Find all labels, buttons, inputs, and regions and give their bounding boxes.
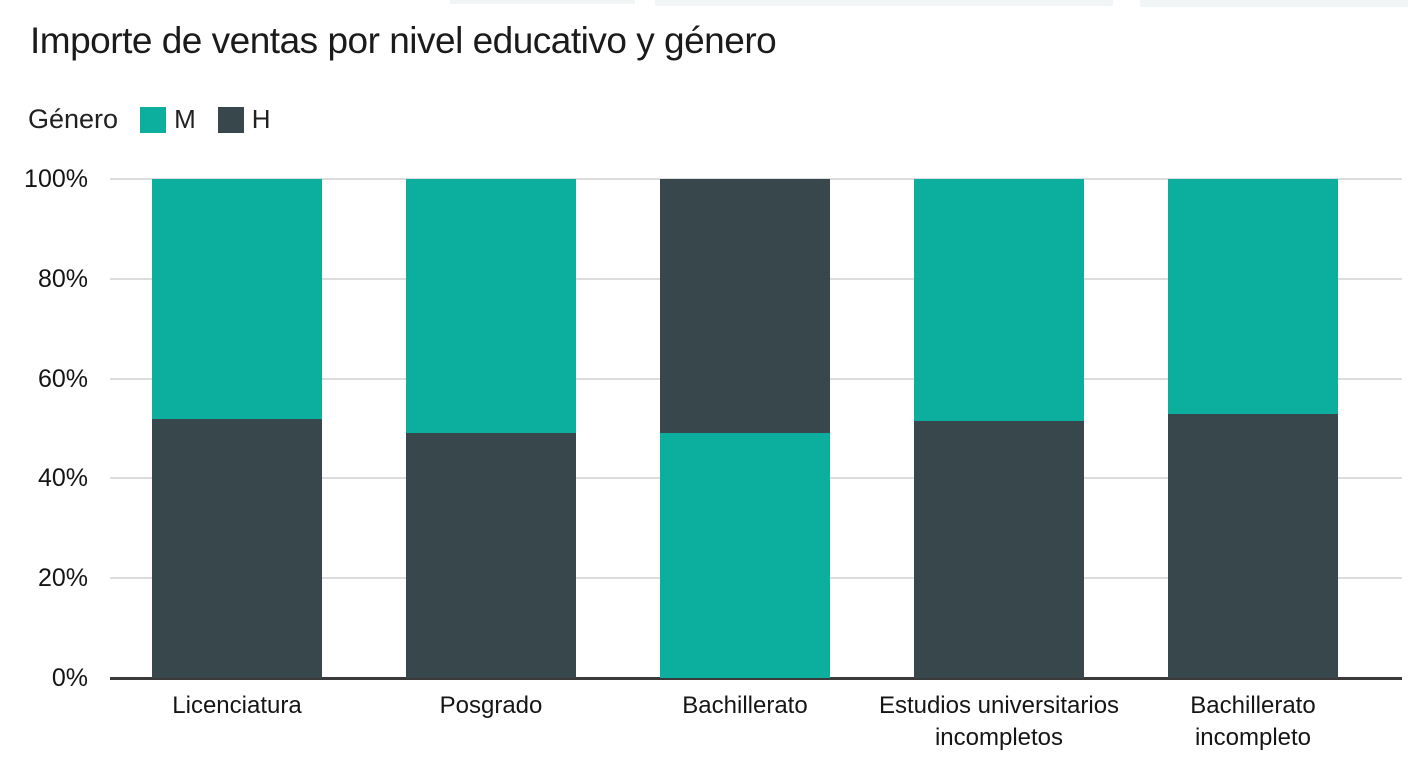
legend-swatch-h bbox=[217, 106, 244, 133]
x-axis-label: Bachillerato incompleto bbox=[1190, 692, 1316, 751]
top-edge-artifact bbox=[450, 0, 635, 4]
x-axis-label: Bachillerato bbox=[682, 692, 808, 719]
chart-title: Importe de ventas por nivel educativo y … bbox=[30, 20, 777, 61]
legend-item-m[interactable]: M bbox=[140, 104, 196, 135]
legend-swatch-m bbox=[140, 106, 167, 133]
y-axis-tick-label: 40% bbox=[37, 464, 88, 493]
bar-segment-m[interactable] bbox=[914, 179, 1084, 421]
y-axis-tick-label: 100% bbox=[24, 165, 88, 193]
x-axis-label: Licenciatura bbox=[172, 692, 302, 719]
bar-segment-m[interactable] bbox=[406, 179, 576, 434]
legend-item-m-label: M bbox=[174, 104, 196, 134]
y-axis-tick-label: 60% bbox=[37, 364, 88, 393]
y-axis-tick-label: 80% bbox=[37, 264, 88, 293]
bar-segment-m[interactable] bbox=[660, 433, 830, 678]
bar-segment-h[interactable] bbox=[914, 421, 1084, 678]
top-edge-artifact bbox=[1140, 0, 1408, 7]
legend: Género M H bbox=[28, 104, 271, 135]
bar-segment-h[interactable] bbox=[406, 433, 576, 678]
y-axis-tick-label: 0% bbox=[51, 664, 88, 692]
legend-title: Género bbox=[28, 104, 119, 134]
x-axis-baseline bbox=[110, 677, 1402, 680]
top-edge-artifact bbox=[655, 0, 1113, 6]
legend-item-h-label: H bbox=[251, 104, 271, 134]
bar-segment-m[interactable] bbox=[152, 179, 322, 419]
bar-segment-h[interactable] bbox=[660, 179, 830, 434]
x-axis-label: Estudios universitarios incompletos bbox=[878, 692, 1120, 751]
y-axis-tick-label: 20% bbox=[37, 564, 88, 593]
x-axis-label: Posgrado bbox=[439, 692, 543, 719]
legend-item-h[interactable]: H bbox=[217, 104, 271, 135]
bar-segment-m[interactable] bbox=[1168, 179, 1338, 414]
bar-segment-h[interactable] bbox=[152, 418, 322, 678]
bar-segment-h[interactable] bbox=[1168, 413, 1338, 678]
